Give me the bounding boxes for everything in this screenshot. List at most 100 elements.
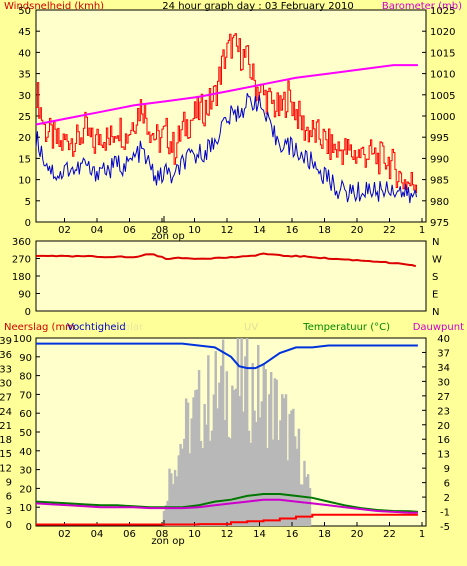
- direction-axis-label: 0: [25, 307, 31, 318]
- top-x-label: 04: [91, 225, 104, 236]
- chart-title: 24 hour graph day : 03 February 2010: [162, 1, 353, 12]
- solar-label: olar: [124, 322, 144, 333]
- barometer-title: Barometer (mb): [382, 1, 462, 12]
- temperature-axis-label: 2: [444, 493, 450, 504]
- solar-bar: [260, 401, 264, 526]
- bottom-x-label: 04: [91, 529, 104, 540]
- humidity-series: [36, 342, 418, 370]
- humidity-axis-label: 30: [19, 466, 32, 477]
- top-x-label: 16: [286, 225, 299, 236]
- top-x-label: 08: [156, 225, 169, 236]
- solar-bar: [229, 438, 232, 526]
- baro-axis-label: 990: [430, 154, 449, 165]
- rain-axis-label: 18: [0, 435, 12, 446]
- rain-axis-label: 3: [6, 506, 12, 517]
- solar-bar: [199, 440, 203, 526]
- solar-bar: [225, 371, 229, 526]
- solar-bar: [264, 369, 267, 526]
- solar-bar: [297, 428, 301, 526]
- rain-humidity-temperature-panel: 0369121518212427303336390102030405060708…: [0, 334, 450, 540]
- humidity-axis-label: 50: [19, 428, 32, 439]
- rain-axis-label: 0: [6, 520, 12, 531]
- solar-bar: [257, 344, 260, 526]
- humidity-axis-label: 70: [19, 390, 32, 401]
- solar-bar: [188, 453, 192, 526]
- solar-bar: [236, 338, 240, 526]
- solar-bar: [201, 448, 205, 526]
- solar-bar: [214, 351, 217, 526]
- wind-direction-series: [35, 252, 417, 268]
- direction-axis-label: 360: [12, 237, 31, 248]
- solar-bar: [173, 470, 177, 526]
- solar-bar: [164, 505, 168, 526]
- solar-bar: [275, 379, 278, 526]
- bottom-x-label: 08: [156, 529, 169, 540]
- solar-bar: [262, 363, 266, 526]
- solar-bar: [220, 365, 223, 526]
- solar-bar: [251, 363, 254, 526]
- humidity-axis-label: 10: [19, 503, 32, 514]
- compass-label: N: [432, 307, 439, 318]
- solar-bar: [221, 339, 225, 526]
- top-x-label: 02: [58, 225, 71, 236]
- solar-bar: [197, 370, 201, 526]
- temperature-axis-label: -1: [440, 508, 450, 519]
- rain-axis-label: 39: [0, 336, 12, 347]
- solar-bar: [282, 398, 286, 526]
- solar-bar: [177, 455, 180, 526]
- solar-bar: [175, 476, 179, 526]
- temperature-axis-label: 6: [444, 479, 450, 490]
- temperature-label: Temperatuur (°C): [302, 322, 390, 333]
- solar-bar: [210, 430, 214, 526]
- solar-bar: [166, 500, 169, 526]
- solar-bar: [293, 436, 297, 526]
- bottom-x-label: 10: [188, 529, 201, 540]
- wind-axis-label: 15: [18, 154, 31, 165]
- solar-bar: [279, 420, 282, 526]
- solar-bar: [266, 448, 269, 526]
- solar-bar: [168, 468, 171, 526]
- rain-axis-label: 30: [0, 378, 12, 389]
- direction-axis-label: 90: [18, 290, 31, 301]
- solar-bar: [244, 356, 247, 526]
- solar-bar: [231, 385, 234, 526]
- wind-average-series: [35, 93, 417, 204]
- baro-axis-label: 1010: [430, 70, 455, 81]
- top-x-label: 22: [383, 225, 396, 236]
- solar-bar: [207, 355, 210, 526]
- dewpoint-series: [35, 498, 418, 514]
- compass-label: E: [432, 290, 438, 301]
- solar-bar: [218, 382, 221, 526]
- humidity-axis-label: 90: [19, 353, 32, 364]
- solar-bar: [306, 474, 310, 526]
- solar-bar: [196, 389, 199, 526]
- solar-bar: [232, 390, 236, 526]
- temperature-axis-label: 27: [437, 392, 450, 403]
- temperature-axis-label: 23: [437, 406, 450, 417]
- dewpoint-label: Dauwpunt: [413, 322, 464, 333]
- solar-bar: [286, 460, 290, 526]
- solar-bar: [183, 438, 186, 526]
- top-x-label: 06: [123, 225, 136, 236]
- solar-bar: [249, 442, 253, 526]
- wind-axis-label: 10: [18, 176, 31, 187]
- solar-bar: [186, 402, 190, 526]
- solar-bar: [292, 408, 295, 526]
- baro-axis-label: 1015: [430, 48, 455, 59]
- wind-axis-label: 5: [25, 197, 31, 208]
- humidity-axis-label: 60: [19, 409, 32, 420]
- bottom-x-label: 16: [286, 529, 299, 540]
- solar-bar: [205, 424, 208, 526]
- solar-bar: [308, 488, 312, 526]
- temperature-axis-label: 30: [437, 377, 450, 388]
- bottom-x-label: 18: [318, 529, 331, 540]
- rain-axis-label: 21: [0, 421, 12, 432]
- bottom-x-label: 20: [351, 529, 364, 540]
- solar-bar: [171, 484, 175, 526]
- wind-axis-label: 40: [18, 48, 31, 59]
- wind-axis-label: 35: [18, 70, 31, 81]
- solar-bar: [245, 338, 249, 526]
- solar-bar: [242, 411, 245, 526]
